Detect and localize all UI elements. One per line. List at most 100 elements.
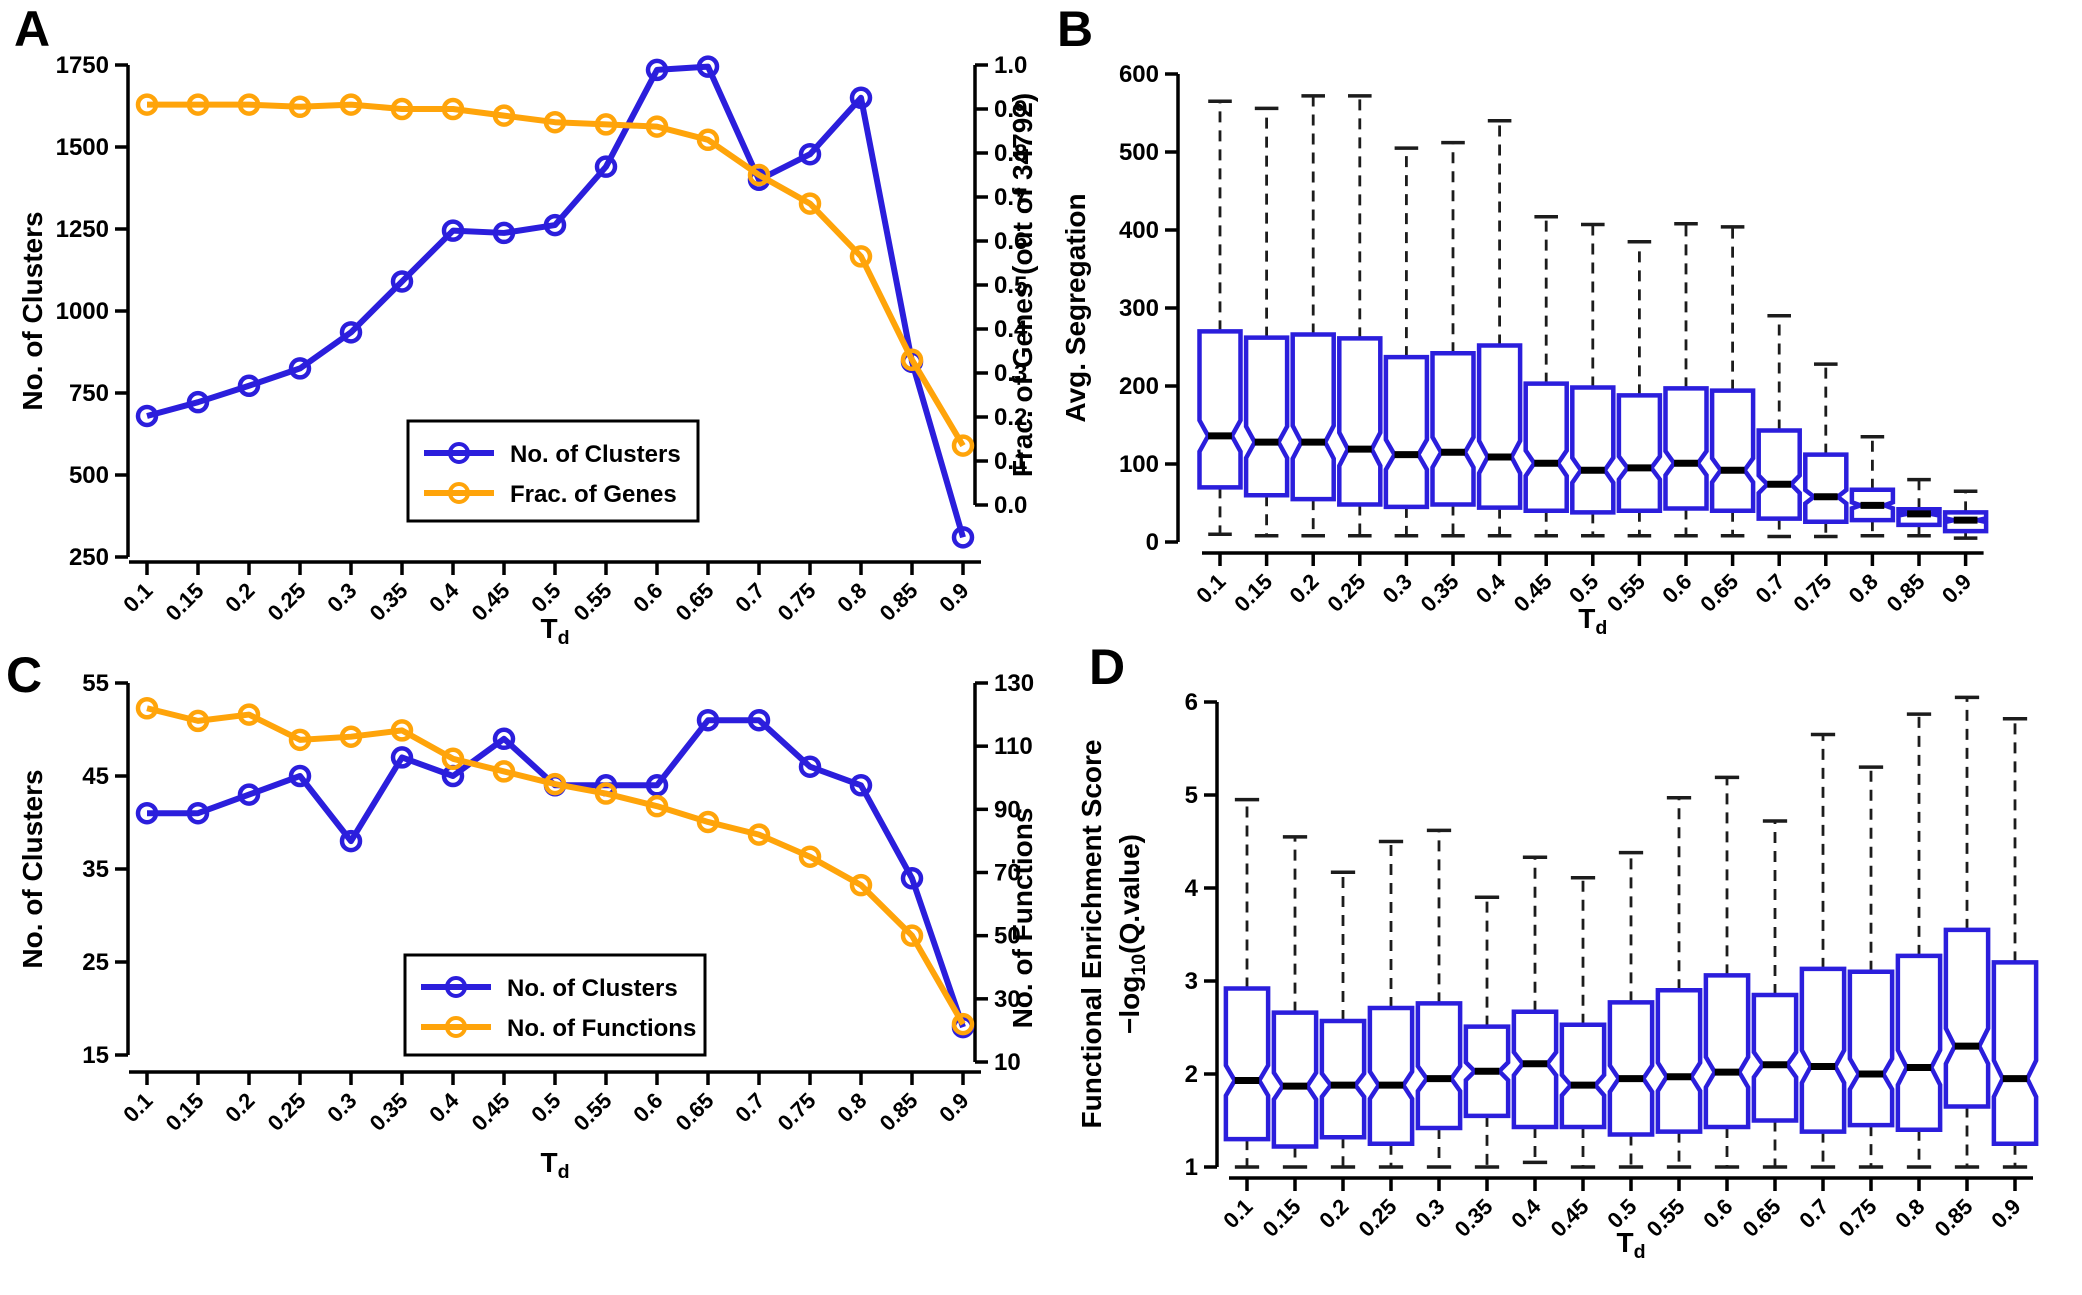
box-0.55 (1616, 239, 1663, 538)
svg-text:0.8: 0.8 (1844, 569, 1883, 608)
panel-b-avg-segregation: 0 100 200 300 400 500 600 0.1 0.15 0.2 0.25 0.3 0.35… (1041, 0, 2082, 647)
svg-text:2: 2 (1185, 1061, 1198, 1088)
svg-text:0.7: 0.7 (1794, 1194, 1833, 1233)
svg-text:500: 500 (69, 462, 109, 489)
svg-text:0.65: 0.65 (1738, 1194, 1786, 1242)
svg-text:55: 55 (82, 670, 109, 697)
legend-item-no-of-functions: No. of Functions (421, 1015, 696, 1042)
y-axis-right: 0.0 0.1 0.2 0.3 0.4 0.5 0.6 0.7 0.8 0.9 1.0 (973, 52, 1028, 519)
svg-text:1: 1 (1185, 1154, 1198, 1181)
svg-text:Frac. of Genes: Frac. of Genes (510, 481, 677, 508)
svg-text:0.1: 0.1 (994, 448, 1027, 475)
svg-text:0.9: 0.9 (994, 96, 1027, 123)
svg-text:No. of Clusters: No. of Clusters (507, 975, 678, 1002)
svg-text:0.6: 0.6 (628, 1088, 667, 1127)
y-axis-right-title: No. of Functions (1007, 808, 1038, 1029)
svg-text:0.35: 0.35 (1416, 569, 1464, 617)
data-point (288, 357, 312, 380)
data-point (849, 873, 873, 897)
svg-text:1000: 1000 (56, 298, 109, 325)
data-point (543, 772, 567, 796)
box-0.7 (1799, 732, 1847, 1169)
box-0.3 (1383, 146, 1430, 538)
svg-text:0.55: 0.55 (569, 1088, 617, 1136)
svg-text:130: 130 (994, 670, 1034, 697)
svg-text:0.35: 0.35 (365, 1088, 413, 1136)
svg-text:0.1: 0.1 (118, 578, 157, 617)
data-point (135, 801, 159, 825)
svg-text:0.45: 0.45 (1509, 569, 1557, 617)
data-point (798, 845, 822, 868)
panel-a-clusters-vs-genes: 250 500 750 1000 1250 1500 1750 0.0 0.1 0.2 0.3 0.4… (0, 0, 1041, 647)
svg-text:15: 15 (82, 1042, 109, 1069)
data-point (135, 93, 159, 116)
data-point (237, 703, 261, 726)
svg-text:0.7: 0.7 (994, 184, 1027, 211)
data-point (951, 526, 975, 549)
svg-text:0.65: 0.65 (671, 1088, 719, 1136)
data-point (900, 924, 924, 947)
data-point (543, 110, 567, 134)
svg-text:Td: Td (540, 1147, 569, 1183)
svg-text:0.4: 0.4 (1506, 1193, 1546, 1233)
chart-a-dual-line: 250 500 750 1000 1250 1500 1750 0.0 0.1 0.2 0.3 0.4… (17, 52, 1038, 647)
box-0.5 (1570, 222, 1616, 538)
y-axis-title-line-1: Avg. Segregation (1060, 193, 1091, 422)
svg-text:0.55: 0.55 (1642, 1194, 1690, 1242)
panel-label-c: C (6, 647, 43, 703)
legend-item-no-of-clusters: No. of Clusters (421, 975, 678, 1002)
data-point (390, 746, 414, 769)
data-point (696, 810, 720, 834)
svg-text:0.3: 0.3 (1410, 1194, 1449, 1233)
box-0.3 (1415, 828, 1463, 1169)
box-0.35 (1430, 140, 1476, 538)
box-0.25 (1337, 94, 1383, 538)
data-point (951, 1012, 975, 1036)
data-point (135, 697, 159, 720)
svg-text:0.7: 0.7 (1750, 569, 1789, 608)
chart-b-boxplot: 0 100 200 300 400 500 600 0.10.15 0.20.25 0.30.35… (1060, 61, 1989, 639)
y-axis-left: 1 2 3 4 5 6 (1185, 689, 1219, 1181)
box-0.7 (1756, 314, 1802, 539)
data-point (798, 142, 822, 166)
svg-text:0.75: 0.75 (773, 578, 821, 626)
svg-text:0.7: 0.7 (730, 1088, 769, 1127)
data-point (186, 390, 210, 414)
svg-text:1.0: 1.0 (994, 52, 1027, 79)
svg-text:0.15: 0.15 (161, 1088, 209, 1136)
series-no-of-clusters (135, 55, 975, 549)
svg-text:0.9: 0.9 (934, 578, 973, 617)
svg-text:90: 90 (994, 796, 1021, 823)
y-axis-left-title: No. of Clusters (17, 211, 48, 410)
svg-text:200: 200 (1119, 373, 1159, 400)
data-point (339, 93, 363, 116)
svg-text:0.65: 0.65 (671, 578, 719, 626)
svg-text:0: 0 (1146, 529, 1159, 556)
svg-text:0.9: 0.9 (934, 1088, 973, 1127)
svg-text:0.9: 0.9 (1937, 569, 1976, 608)
svg-text:50: 50 (994, 923, 1021, 950)
y-axis-left: 0 100 200 300 400 500 600 (1119, 61, 1180, 556)
data-point (390, 270, 414, 293)
y-axis-left-title: No. of Clusters (17, 769, 48, 968)
svg-text:35: 35 (82, 856, 109, 883)
box-0.5 (1607, 850, 1655, 1169)
svg-text:0.3: 0.3 (994, 360, 1027, 387)
svg-text:0.5: 0.5 (994, 272, 1027, 299)
panel-label-b: B (1057, 1, 1094, 57)
data-point (747, 708, 771, 732)
svg-text:0.5: 0.5 (526, 1088, 565, 1127)
svg-text:Td: Td (540, 613, 569, 647)
data-point (696, 128, 720, 152)
svg-text:No. of Clusters: No. of Clusters (510, 441, 681, 468)
legend-item-no-of-clusters: No. of Clusters (424, 441, 681, 468)
svg-text:0.8: 0.8 (1890, 1194, 1929, 1233)
box-0.1 (1223, 797, 1271, 1169)
data-point (492, 104, 516, 127)
data-point (237, 93, 261, 116)
box-0.45 (1523, 214, 1569, 538)
y-axis-left: 15 25 35 45 55 (82, 670, 130, 1069)
box-0.15 (1271, 835, 1319, 1169)
svg-text:0.85: 0.85 (1882, 569, 1930, 617)
box-0.25 (1367, 839, 1415, 1169)
